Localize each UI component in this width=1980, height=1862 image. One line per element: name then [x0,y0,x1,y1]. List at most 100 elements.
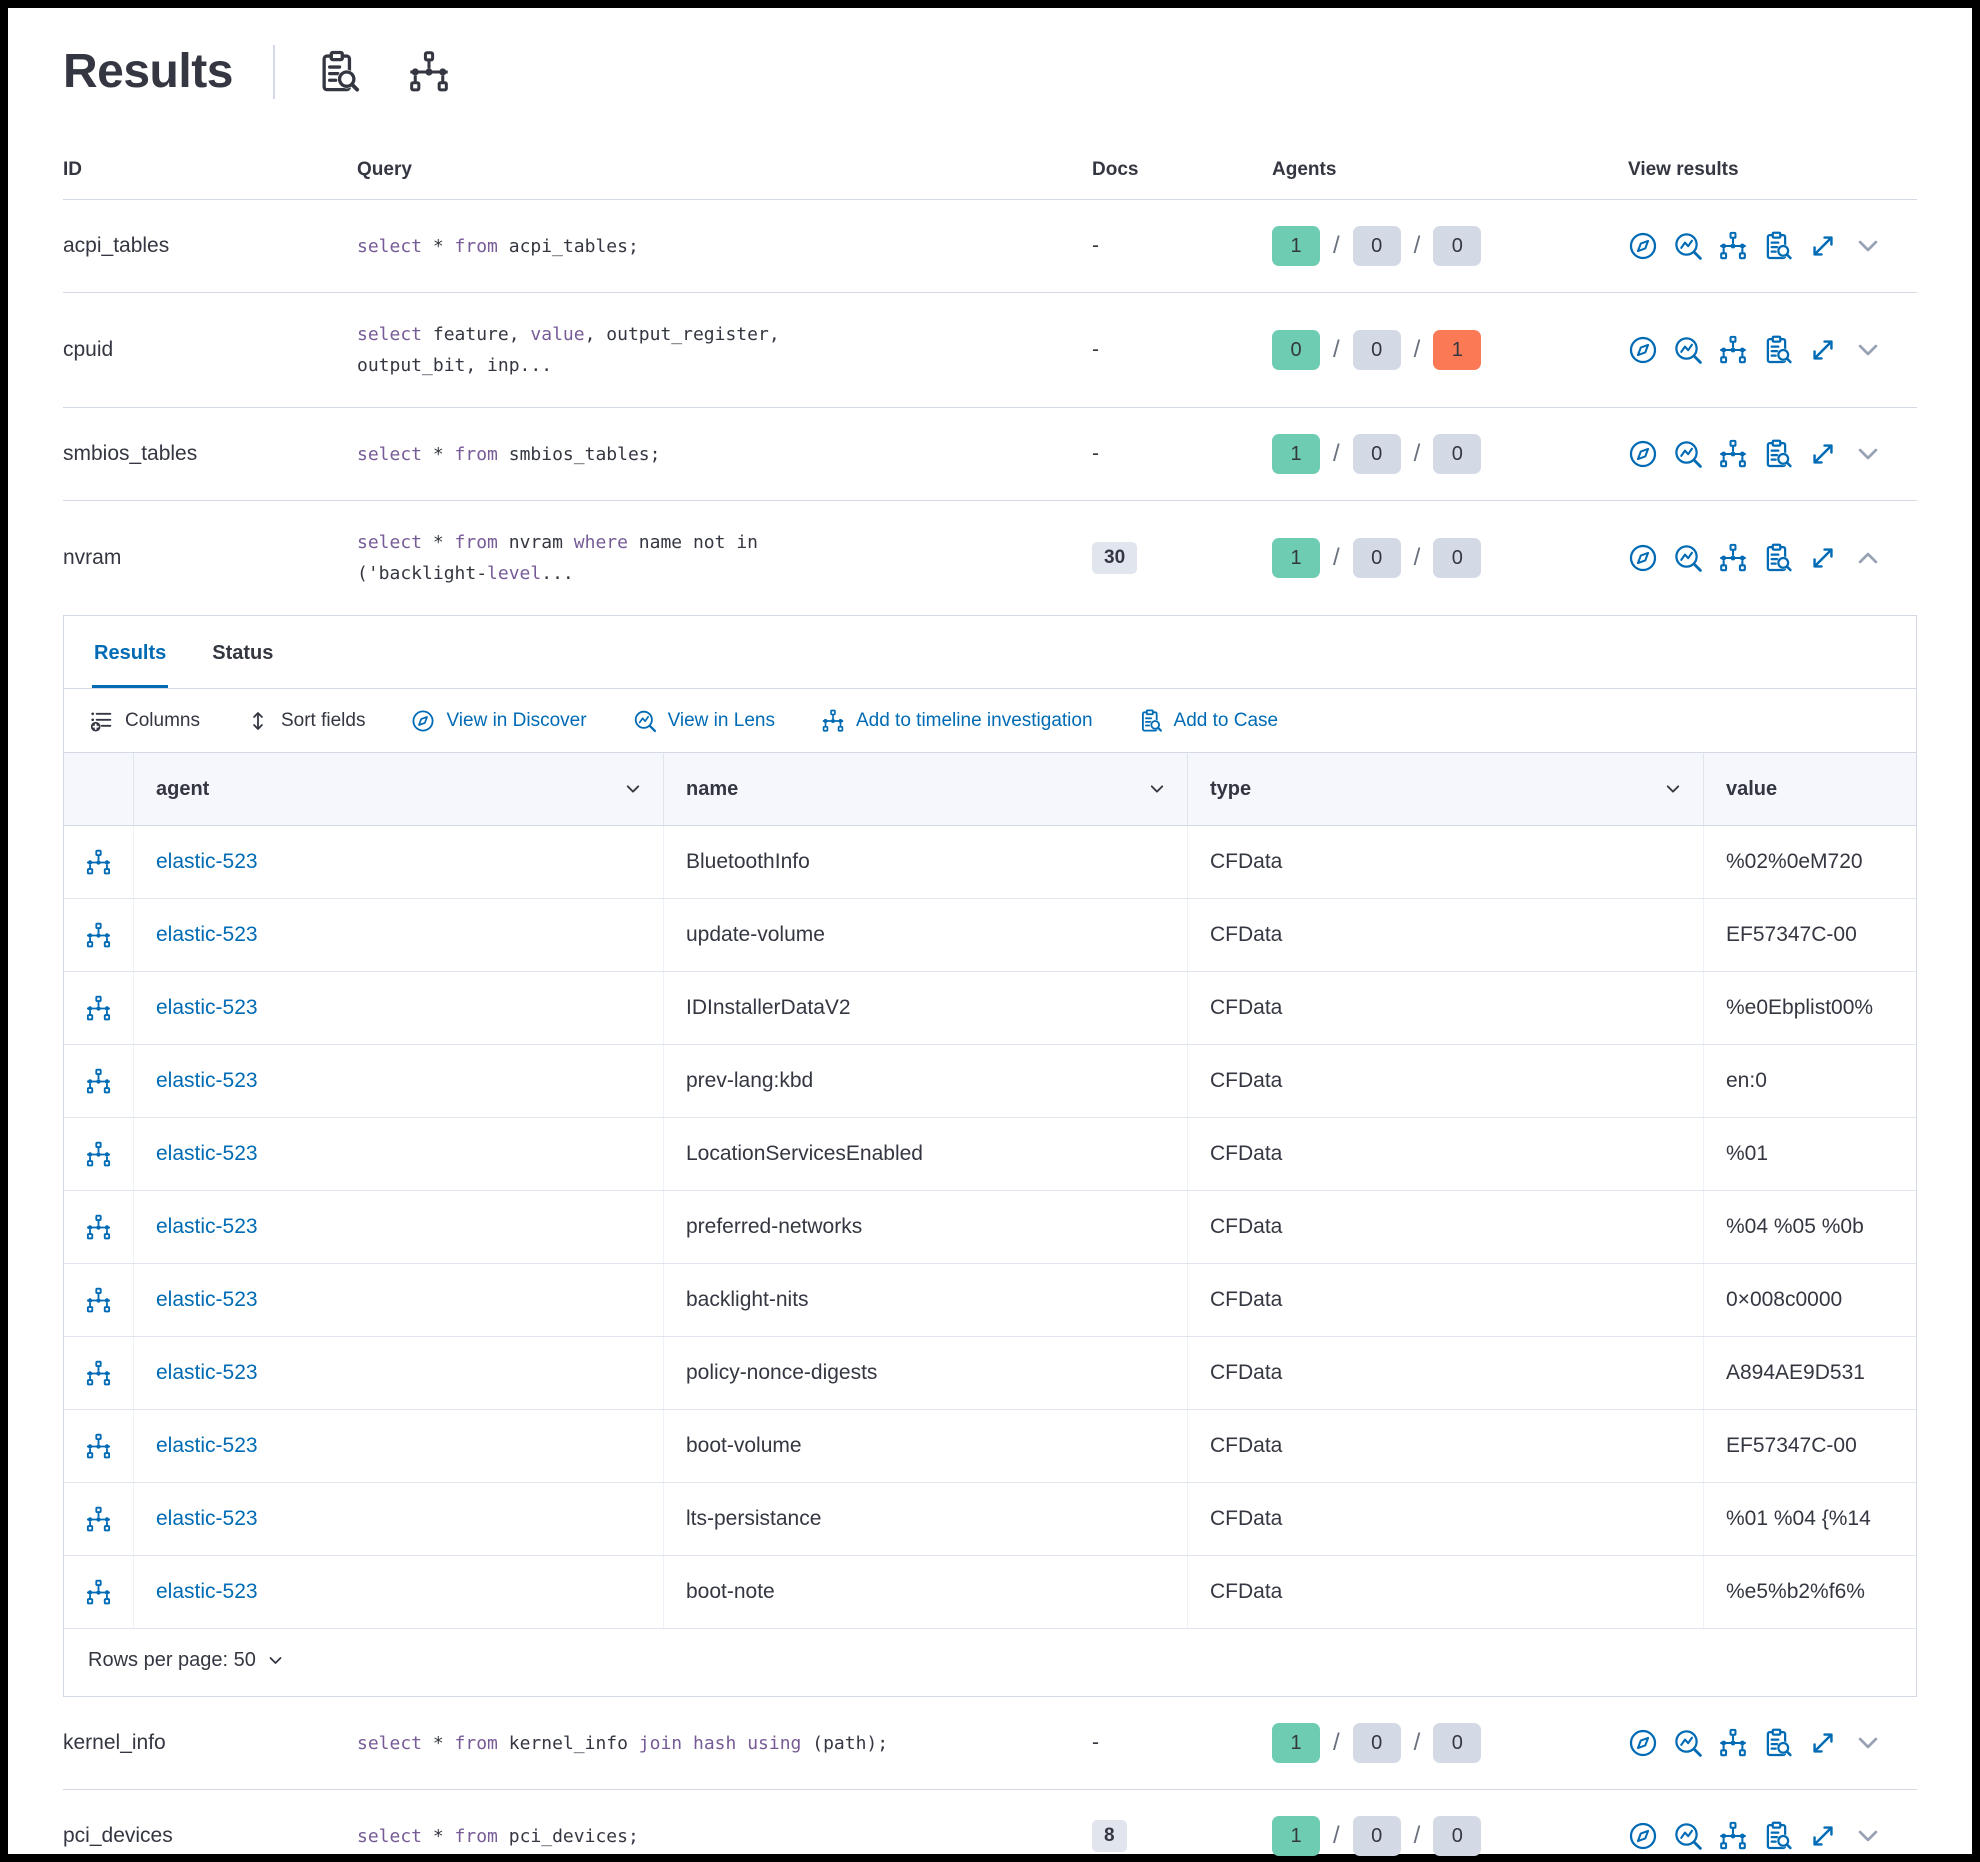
timeline-row-icon-button[interactable] [85,1433,112,1460]
timeline-row-icon-button[interactable] [85,1360,112,1387]
timeline-row-icon-button[interactable] [85,849,112,876]
sort-fields-button[interactable]: Sort fields [246,709,365,733]
agent-link[interactable]: elastic-523 [156,1288,258,1311]
agents-pending-badge: 0 [1352,330,1401,370]
grid-row: elastic-523 boot-volume CFData EF57347C-… [64,1410,1916,1483]
timeline-row-icon-button[interactable] [85,1068,112,1095]
view-in-lens-icon-button[interactable] [1673,335,1703,365]
view-in-discover-icon-button[interactable] [1628,1728,1658,1758]
expand-results-icon-button[interactable] [1808,543,1838,573]
timeline-row-icon-button[interactable] [85,995,112,1022]
grid-type-cell: CFData [1188,972,1704,1044]
grid-value-cell: 0×008c0000 [1726,1288,1843,1311]
expand-results-icon-button[interactable] [1808,335,1838,365]
timeline-overview-button[interactable] [407,50,451,94]
timeline-row-icon-button[interactable] [85,1141,112,1168]
expand-toggle-button[interactable] [1853,335,1883,365]
agent-link[interactable]: elastic-523 [156,1142,258,1165]
add-to-timeline-icon-button[interactable] [1718,1821,1748,1851]
expand-results-icon-button[interactable] [1808,439,1838,469]
view-in-discover-icon-button[interactable] [1628,231,1658,261]
expand-toggle-button[interactable] [1853,1821,1883,1851]
agent-link[interactable]: elastic-523 [156,1507,258,1530]
expand-results-icon-button[interactable] [1808,1821,1838,1851]
sort-icon [246,709,270,733]
inspect-queries-button[interactable] [317,50,361,94]
view-in-lens-icon-button[interactable] [1673,439,1703,469]
add-to-timeline-icon-button[interactable] [1718,1728,1748,1758]
columns-button[interactable]: Columns [90,709,200,733]
agent-link[interactable]: elastic-523 [156,1215,258,1238]
add-to-timeline-icon-button[interactable] [1718,543,1748,573]
expand-icon [1808,543,1838,573]
agent-link[interactable]: elastic-523 [156,1069,258,1092]
lens-icon [1673,439,1703,469]
grid-header-type[interactable]: type [1188,753,1704,825]
badge-separator: / [1413,1729,1421,1756]
expand-toggle-button[interactable] [1853,1728,1883,1758]
timeline-row-icon-button[interactable] [85,922,112,949]
query-sql: select * from acpi_tables; [357,235,639,257]
view-results-cell [1628,335,1917,365]
expand-toggle-button[interactable] [1853,543,1883,573]
view-in-lens-icon-button[interactable] [1673,1728,1703,1758]
grid-header-name[interactable]: name [664,753,1188,825]
grid-row: elastic-523 preferred-networks CFData %0… [64,1191,1916,1264]
agent-link[interactable]: elastic-523 [156,1580,258,1603]
timeline-row-icon-button[interactable] [85,1579,112,1606]
add-to-case-icon-button[interactable] [1763,543,1793,573]
grid-value-cell: EF57347C-00 [1726,1434,1857,1457]
timeline-row-icon-button[interactable] [85,1506,112,1533]
add-to-timeline-icon-button[interactable] [1718,335,1748,365]
timeline-row-icon-button[interactable] [85,1214,112,1241]
tab-status[interactable]: Status [210,616,275,688]
add-to-case-icon-button[interactable] [1763,335,1793,365]
agent-link[interactable]: elastic-523 [156,1361,258,1384]
view-in-lens-button[interactable]: View in Lens [633,709,775,733]
column-header-docs: Docs [1092,159,1139,180]
add-to-case-icon-button[interactable] [1763,439,1793,469]
view-in-discover-icon-button[interactable] [1628,439,1658,469]
view-in-discover-icon-button[interactable] [1628,1821,1658,1851]
tab-results[interactable]: Results [92,616,168,688]
expand-toggle-button[interactable] [1853,439,1883,469]
add-to-case-icon-button[interactable] [1763,1728,1793,1758]
view-results-cell [1628,1728,1917,1758]
view-in-lens-icon-button[interactable] [1673,231,1703,261]
view-in-lens-icon-button[interactable] [1673,543,1703,573]
grid-row-control [64,1556,134,1628]
agent-link[interactable]: elastic-523 [156,850,258,873]
rows-per-page-button[interactable]: Rows per page: 50 [88,1649,285,1672]
expand-results-icon-button[interactable] [1808,231,1838,261]
grid-row-control [64,1045,134,1117]
add-to-timeline-icon-button[interactable] [1718,439,1748,469]
timeline-icon [85,1287,112,1314]
grid-type-cell: CFData [1188,1337,1704,1409]
timeline-row-icon-button[interactable] [85,1287,112,1314]
case-icon [1763,335,1793,365]
discover-icon [1628,1821,1658,1851]
expand-toggle-button[interactable] [1853,231,1883,261]
agent-link[interactable]: elastic-523 [156,996,258,1019]
view-in-discover-icon-button[interactable] [1628,543,1658,573]
agent-link[interactable]: elastic-523 [156,1434,258,1457]
grid-header-value[interactable]: value [1704,753,1916,825]
inspect-icon [317,50,361,94]
view-in-lens-icon-button[interactable] [1673,1821,1703,1851]
agent-link[interactable]: elastic-523 [156,923,258,946]
add-to-case-button[interactable]: Add to Case [1139,709,1278,733]
badge-separator: / [1333,336,1340,363]
grid-type-cell: CFData [1188,1410,1704,1482]
grid-agent-cell: elastic-523 [134,1045,664,1117]
add-to-case-icon-button[interactable] [1763,231,1793,261]
grid-header-agent[interactable]: agent [134,753,664,825]
queries-table-header: ID Query Docs Agents View results [63,145,1917,200]
add-to-timeline-icon-button[interactable] [1718,231,1748,261]
lens-icon [1673,335,1703,365]
view-in-discover-icon-button[interactable] [1628,335,1658,365]
grid-body: elastic-523 BluetoothInfo CFData %02%0eM… [64,826,1916,1629]
add-to-timeline-button[interactable]: Add to timeline investigation [821,709,1093,733]
view-in-discover-button[interactable]: View in Discover [411,709,587,733]
expand-results-icon-button[interactable] [1808,1728,1838,1758]
add-to-case-icon-button[interactable] [1763,1821,1793,1851]
